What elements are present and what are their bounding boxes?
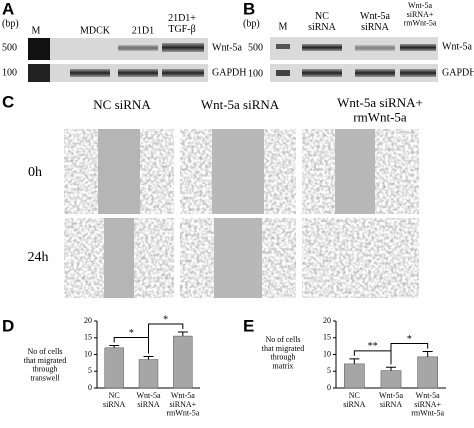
bar <box>173 335 193 389</box>
lane-label: Wnt-5a siRNA+ rmWnt-5a <box>404 1 437 28</box>
lane-label: MDCK <box>80 25 111 36</box>
y-tick-label: 20 <box>323 316 331 325</box>
x-tick-label: NC siRNA <box>343 391 365 409</box>
panel-label: D <box>2 316 14 335</box>
error-bar <box>349 358 360 364</box>
x-tick-label: Wnt-5a siRNA <box>379 391 403 409</box>
marker-label: 100 <box>2 67 17 78</box>
significance-bracket <box>390 342 429 365</box>
x-tick-label: Wnt-5a siRNA <box>137 391 161 409</box>
micrographs <box>64 129 419 298</box>
marker-label: 100 <box>248 68 263 79</box>
lane-label: 21D1 <box>132 25 154 36</box>
error-bar <box>109 344 120 348</box>
lane-label: Wnt-5a siRNA <box>360 11 391 33</box>
gel <box>270 37 438 82</box>
gel <box>28 38 208 82</box>
error-bar <box>143 356 154 360</box>
column-label: Wnt-5a siRNA <box>201 97 280 112</box>
x-tick-label: Wnt-5a siRNA+ rmWnt-5a <box>166 391 199 418</box>
significance-bracket <box>353 350 392 365</box>
bar <box>344 363 365 389</box>
error-bar <box>422 350 433 357</box>
y-tick-label: 0 <box>88 383 92 392</box>
column-label: NC siRNA <box>93 97 151 112</box>
y-tick-label: 10 <box>323 349 331 358</box>
unit-label: (bp) <box>2 18 19 29</box>
row-label: 0h <box>28 165 42 180</box>
row-label: 24h <box>28 250 49 265</box>
lane-label: NC siRNA <box>308 11 337 33</box>
y-tick-label: 20 <box>84 316 92 325</box>
band-label: GAPDH <box>212 67 246 78</box>
panel-label: A <box>2 0 14 18</box>
y-axis-label: No of cells that migrated through transwell <box>24 347 66 382</box>
bar <box>138 359 159 389</box>
panel-label: C <box>2 92 14 111</box>
bar <box>104 347 124 389</box>
panel-label: B <box>243 0 255 18</box>
error-bar <box>386 366 396 371</box>
y-tick-label: 15 <box>84 333 92 342</box>
significance-label: ** <box>368 341 378 352</box>
y-tick-label: 5 <box>327 366 331 375</box>
band-label: Wnt-5a <box>442 41 473 52</box>
lane-label: 21D1+ TGF-β <box>168 13 196 35</box>
marker-label: 500 <box>248 42 263 53</box>
column-label: Wnt-5a siRNA+ rmWnt-5a <box>337 95 423 124</box>
marker-label: 500 <box>2 42 17 53</box>
bar <box>417 356 439 389</box>
bar <box>380 370 402 389</box>
x-tick-label: Wnt-5a siRNA+ rmWnt-5a <box>411 391 444 418</box>
y-axis-label: No of cells that migrated through matrix <box>262 335 304 370</box>
significance-bracket <box>148 323 184 354</box>
significance-label: * <box>129 328 134 339</box>
lane-label: M <box>32 25 41 36</box>
band-label: GAPDH <box>442 67 474 78</box>
x-tick-label: NC siRNA <box>103 391 125 409</box>
significance-label: * <box>163 314 168 325</box>
y-tick-label: 10 <box>84 349 92 358</box>
band-label: Wnt-5a <box>212 42 243 53</box>
significance-label: * <box>407 334 412 345</box>
lane-label: M <box>279 21 288 32</box>
error-bar <box>177 331 188 337</box>
y-tick-label: 15 <box>323 333 331 342</box>
panel-label: E <box>243 316 254 335</box>
y-tick-label: 0 <box>327 383 331 392</box>
unit-label: (bp) <box>243 18 260 29</box>
y-tick-label: 5 <box>88 366 92 375</box>
